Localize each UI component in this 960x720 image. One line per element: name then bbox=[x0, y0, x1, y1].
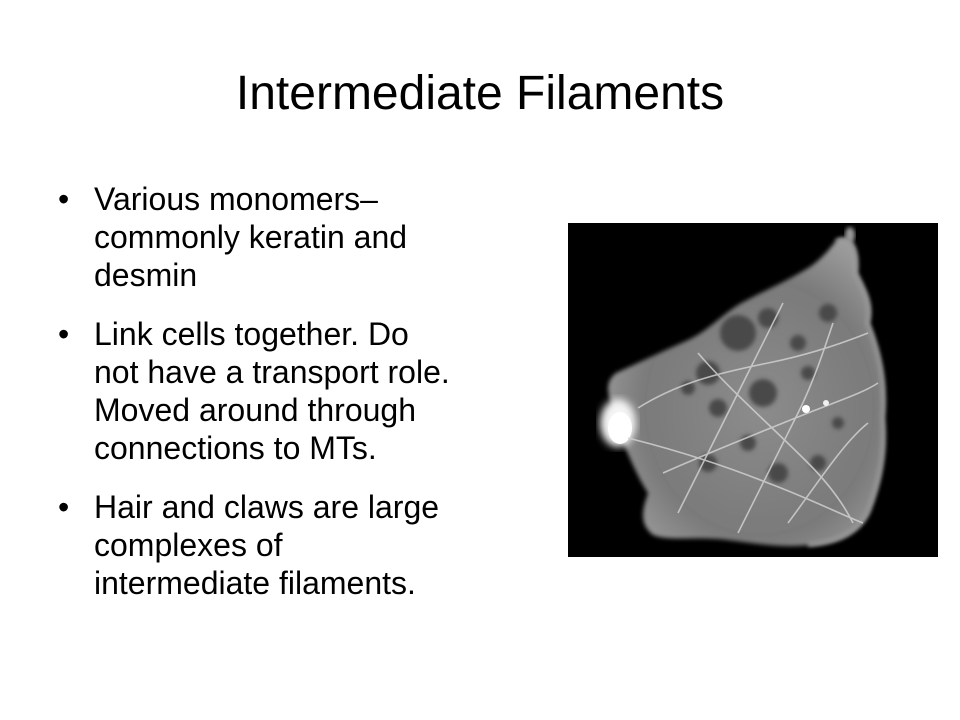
bullet-item: • Link cells together. Do not have a tra… bbox=[58, 315, 568, 467]
bullet-text: Various monomers– commonly keratin and d… bbox=[94, 180, 568, 294]
slide-title: Intermediate Filaments bbox=[0, 62, 960, 126]
bright-spot bbox=[802, 405, 810, 413]
bullet-text: Link cells together. Do not have a trans… bbox=[94, 315, 568, 467]
bullet-item: • Hair and claws are large complexes of … bbox=[58, 488, 568, 602]
bullet-icon: • bbox=[58, 180, 69, 218]
bullet-list: • Various monomers– commonly keratin and… bbox=[58, 180, 568, 623]
bullet-item: • Various monomers– commonly keratin and… bbox=[58, 180, 568, 294]
bullet-text: Hair and claws are large complexes of in… bbox=[94, 488, 568, 602]
top-protrusion bbox=[845, 227, 855, 243]
bright-spot bbox=[823, 400, 829, 406]
bright-protrusion-core bbox=[608, 412, 632, 444]
bullet-icon: • bbox=[58, 315, 69, 353]
cell-micrograph-image bbox=[568, 223, 938, 557]
bullet-icon: • bbox=[58, 488, 69, 526]
